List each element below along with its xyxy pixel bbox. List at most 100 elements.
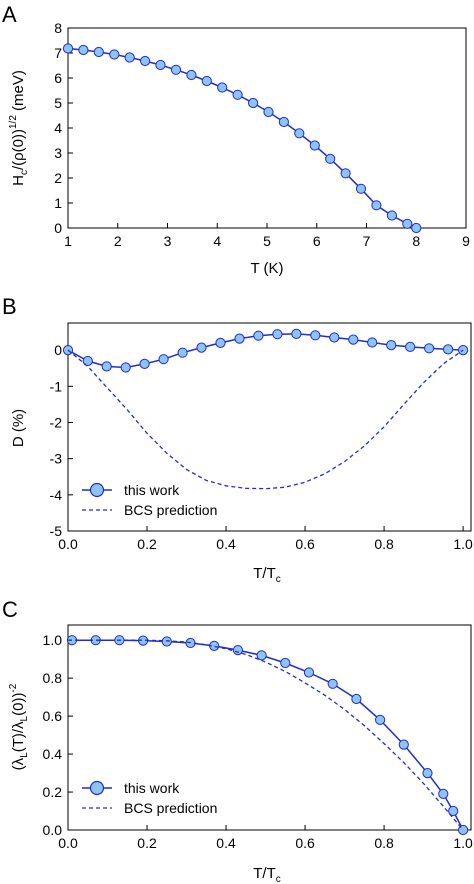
panel-c-series-0-point — [422, 768, 433, 779]
panel-c-xtick-label: 0.0 — [58, 835, 78, 851]
panel-b-series-0-point — [82, 355, 93, 367]
panel-a-series — [62, 43, 422, 234]
panel-a-ytick-label: 0 — [54, 220, 62, 236]
panel-a-xtick-label: 2 — [114, 233, 122, 249]
panel-b-xlabel: T/Tc — [253, 565, 281, 585]
panel-a-series-0-point — [170, 64, 182, 75]
panel-a-xtick-label: 3 — [164, 233, 172, 249]
panel-b-series-0-point — [348, 334, 359, 345]
panel-b-xtick-label: 0.2 — [137, 536, 157, 552]
panel-c-series-1-line — [68, 639, 464, 831]
panel-b-ytick-label: -1 — [50, 378, 63, 394]
panel-c-series — [66, 635, 469, 836]
panel-c-xlabel: T/Tc — [253, 865, 281, 884]
panel-a-series-0-point — [248, 97, 259, 109]
panel-c-legend-label-1: BCS prediction — [124, 800, 217, 816]
panel-a-series-0-point — [263, 106, 274, 118]
panel-a-ytick-label: 6 — [54, 70, 62, 86]
panel-c-frame — [67, 624, 472, 831]
panel-b-series-0-point — [101, 361, 112, 372]
panel-c-series-0-point — [375, 714, 386, 726]
panel-a-xtick-label: 5 — [263, 233, 271, 249]
panel-a-series-0-point — [294, 128, 305, 139]
panel-a-series-0-point — [186, 69, 197, 81]
panel-a-series-0-point — [325, 153, 336, 164]
panel-a-series-0-point — [201, 75, 212, 87]
panel-b-series-1-line — [67, 349, 464, 490]
panel-a-series-0-line — [67, 47, 417, 229]
panel-c-series-0-point — [280, 657, 291, 669]
panel-b-series-0-point — [329, 332, 340, 343]
panel-c-xtick-label: 0.4 — [216, 835, 236, 851]
panel-a-series-0-point — [124, 52, 135, 63]
panel-c-series-0-point — [303, 667, 315, 678]
panel-c-series-0-point — [398, 739, 409, 750]
panel-a-xtick-label: 8 — [412, 233, 420, 249]
panel-b-series-0-point — [291, 328, 302, 339]
panel-b-series-0-point — [215, 337, 226, 348]
panel-c-label: C — [2, 597, 18, 622]
panel-b-xtick-label: 0.6 — [295, 536, 315, 552]
panel-c-series-0-point — [327, 678, 338, 689]
panel-b-legend-label-0: this work — [124, 482, 180, 498]
panel-a-ytick-label: 5 — [54, 95, 62, 111]
panel-b-ytick-label: -2 — [50, 414, 63, 430]
panel-c-ytick-label: 0.4 — [43, 746, 63, 762]
panel-a-ytick-label: 8 — [54, 20, 62, 36]
panel-c-series-0-point — [256, 650, 267, 661]
panel-b-series-0-point — [443, 344, 454, 355]
panel-b-series-0-point — [158, 354, 169, 365]
panel-c-ylabel: (λL(T)/λL(0))-2 — [8, 683, 30, 770]
panel-c-ytick-label: 0.0 — [43, 822, 63, 838]
panel-a-series-0-point — [155, 59, 166, 71]
panel-b-label: B — [2, 294, 17, 319]
panel-c: C 0.0 0.2 0.4 0.6 0.8 1.0 0.0 0.2 0.4 0.6 0.8 1.0 t… — [2, 597, 473, 884]
panel-a-xtick-label: 7 — [363, 233, 371, 249]
panel-b-series-0-point — [196, 342, 207, 353]
panel-a-series-0-point — [371, 200, 382, 211]
panel-c-xtick-label: 1.0 — [453, 835, 473, 851]
panel-b-series-0-line — [67, 333, 464, 369]
panel-a-xtick-label: 1 — [64, 233, 72, 249]
panel-c-series-0-point — [161, 636, 172, 647]
panel-c-legend: this work BCS prediction — [82, 780, 217, 816]
panel-a-ytick-label: 1 — [54, 195, 62, 211]
panel-a-ytick-label: 7 — [54, 45, 62, 61]
panel-c-xtick-label: 0.6 — [295, 835, 315, 851]
panel-b-series-0-point — [424, 343, 435, 354]
panel-b-xtick-label: 1.0 — [453, 536, 473, 552]
panel-a-series-0-point — [232, 89, 243, 100]
panel-b-ticks: 0.0 0.2 0.4 0.6 0.8 1.0 -5 -4 -3 -2 -1 0 — [50, 342, 473, 552]
panel-c-series-0-point — [438, 788, 449, 800]
panel-a-series-0-point — [402, 218, 413, 229]
panel-c-ytick-label: 0.2 — [43, 784, 63, 800]
panel-a-series-0-point — [278, 116, 289, 128]
panel-a-series-0-point — [109, 49, 120, 60]
panel-b-series-0-point — [253, 330, 264, 341]
panel-a-series-0-point — [355, 183, 367, 194]
panel-c-ytick-label: 1.0 — [43, 632, 63, 648]
panel-b-legend: this work BCS prediction — [82, 482, 217, 518]
panel-b-legend-marker — [89, 482, 105, 498]
panel-b-xtick-label: 0.8 — [374, 536, 394, 552]
panel-a-xtick-label: 9 — [462, 233, 470, 249]
panel-a-ytick-label: 2 — [54, 170, 62, 186]
panel-a-series-0-point — [217, 82, 228, 93]
panel-a-xlabel: T (K) — [250, 260, 283, 277]
panel-b-ytick-label: -4 — [50, 487, 63, 503]
panel-a-ylabel: Hc/(ρ(0))1/2 (meV) — [8, 70, 30, 186]
panel-a-series-0-point — [78, 44, 89, 56]
panel-b-series-0-point — [272, 329, 283, 340]
panel-a-xtick-label: 4 — [213, 233, 221, 249]
panel-c-xtick-label: 0.2 — [137, 835, 157, 851]
panel-b-series-0-point — [120, 362, 131, 373]
panel-a-series-0-point — [309, 140, 320, 151]
panel-b-legend-label-1: BCS prediction — [124, 502, 217, 518]
panel-b: B 0.0 0.2 0.4 0.6 0.8 1.0 -5 -4 -3 -2 -1 0 this wor… — [2, 294, 473, 585]
panel-b-xtick-label: 0.0 — [58, 536, 78, 552]
panel-a-series-0-point — [411, 222, 422, 234]
panel-b-ytick-label: 0 — [54, 342, 62, 358]
panel-c-series-0-point — [232, 645, 243, 656]
